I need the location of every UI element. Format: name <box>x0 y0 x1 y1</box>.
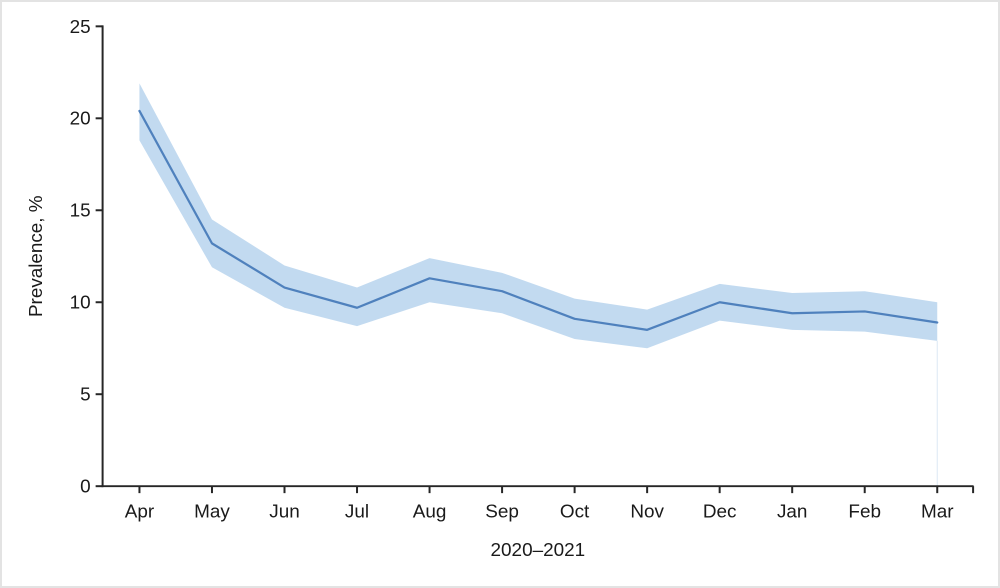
x-tick-label: Feb <box>848 501 881 522</box>
x-tick-label: Jan <box>777 501 807 522</box>
plot-area: 0 5 10 15 20 25 Apr May Jun Jul Aug Sep Oct Nov Dec Jan… <box>70 17 975 522</box>
x-tick-label: Mar <box>921 501 954 522</box>
y-tick-label: 10 <box>70 293 91 314</box>
y-axis-title: Prevalence, % <box>26 195 47 317</box>
x-tick-label: Sep <box>485 501 519 522</box>
x-tick-label: Jul <box>345 501 369 522</box>
x-tick-label: Nov <box>630 501 664 522</box>
x-tick-label: May <box>194 501 230 522</box>
x-axis-title: 2020–2021 <box>491 540 586 561</box>
y-tick-label: 25 <box>70 17 91 38</box>
x-tick-label: Apr <box>125 501 154 522</box>
prevalence-line <box>138 109 939 331</box>
confidence-band <box>139 83 938 349</box>
y-tick-label: 15 <box>70 201 91 222</box>
x-tick-label: Jun <box>269 501 299 522</box>
y-tick-label: 0 <box>80 477 91 498</box>
x-tick-label: Dec <box>703 501 737 522</box>
x-tick-label: Aug <box>413 501 447 522</box>
y-tick-label: 5 <box>80 385 91 406</box>
y-tick-label: 20 <box>70 109 91 130</box>
x-tick-label: Oct <box>560 501 590 522</box>
